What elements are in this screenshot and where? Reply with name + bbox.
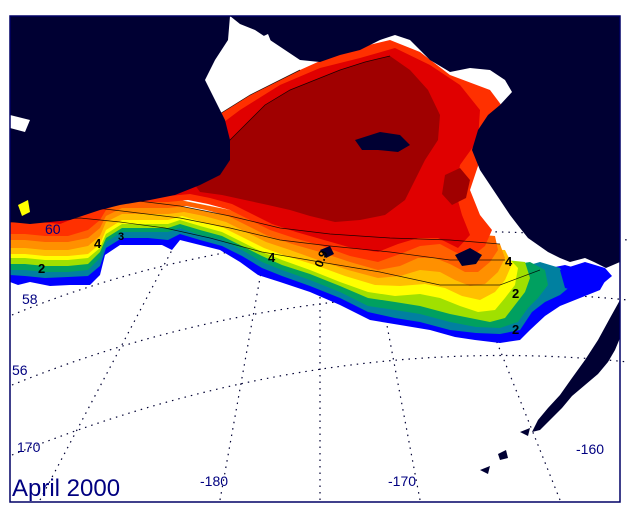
- ice-patch-dark-red-east: [442, 168, 470, 205]
- island-nunivak: [455, 248, 482, 266]
- land-chukotka: [10, 16, 230, 224]
- ice-band-dark-red: [190, 56, 440, 222]
- lon-label-minus-180: -180: [200, 473, 228, 489]
- island-st-matthew: [320, 246, 334, 258]
- latitude-labels: 60 58 56: [12, 221, 61, 378]
- contour-label: 3: [118, 231, 124, 243]
- land-alaska: [230, 16, 620, 268]
- contour-label: 4: [268, 250, 276, 265]
- island-aleutian-1: [520, 428, 530, 436]
- longitude-labels: 170 -180 -170 -160: [17, 439, 604, 489]
- contour-label: 0.9: [312, 248, 331, 269]
- lat-label-60: 60: [45, 221, 61, 237]
- land-alaska-peninsula: [532, 262, 620, 432]
- island-aleutian-2: [498, 450, 508, 460]
- lon-label-170-west-edge: 170: [17, 439, 41, 455]
- map-caption: April 2000: [12, 475, 120, 502]
- sea-ice-field: [10, 40, 612, 343]
- map-border: [9, 15, 621, 503]
- island-st-lawrence: [355, 132, 410, 152]
- ice-patch-blue-east: [560, 262, 612, 292]
- land-highlights: [10, 34, 272, 216]
- contour-label: 2: [38, 261, 45, 276]
- contour-label: 2: [512, 322, 519, 337]
- island-aleutian-3: [480, 466, 490, 474]
- contour-label: 2: [512, 286, 519, 301]
- lat-label-56: 56: [12, 362, 28, 378]
- lon-label-minus-160: -160: [576, 441, 604, 457]
- lon-label-minus-170: -170: [388, 473, 416, 489]
- land: [10, 16, 620, 474]
- lat-label-58: 58: [22, 291, 38, 307]
- contour-label: 4: [94, 236, 102, 251]
- contour-label: 4: [505, 254, 513, 269]
- contour-label-layer: 2 3 4 0.9 4 2 4 2: [38, 231, 519, 337]
